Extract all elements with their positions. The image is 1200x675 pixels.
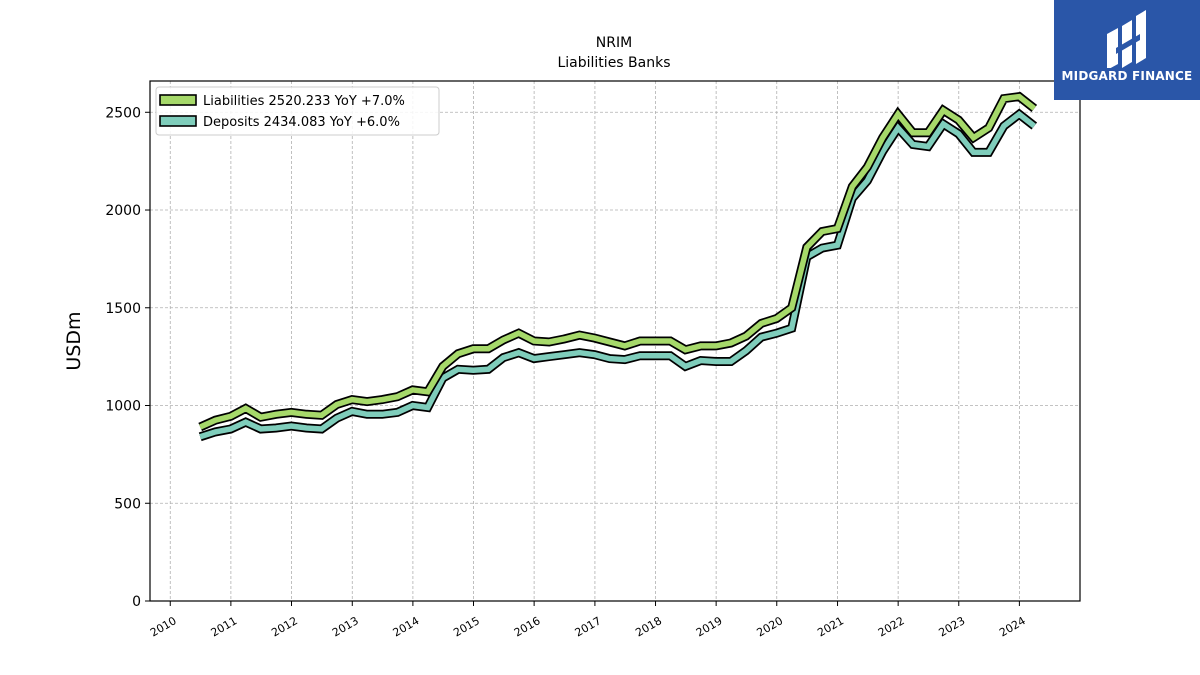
plot-frame bbox=[149, 80, 1081, 602]
series-outline-deposits bbox=[198, 108, 1038, 442]
series-line-deposits bbox=[199, 110, 1036, 440]
legend-swatch-deposits bbox=[159, 115, 197, 127]
brand-logo: MIDGARD FINANCE bbox=[1054, 0, 1200, 100]
x-tick-label: 2012 bbox=[269, 614, 300, 639]
x-tick-label: 2017 bbox=[573, 614, 604, 639]
x-tick-label: 2010 bbox=[148, 614, 179, 639]
x-tick-label: 2016 bbox=[512, 614, 543, 639]
legend-swatch-liabilities bbox=[159, 94, 197, 106]
y-axis-label: USDm bbox=[63, 311, 85, 370]
y-tick-label: 500 bbox=[114, 496, 141, 512]
x-tick-label: 2019 bbox=[694, 614, 725, 639]
axis-layer: 0 500 1000 1500 2000 2500 2010 2011 2012 2013 2014… bbox=[105, 105, 1028, 639]
midgard-finance-logo-icon bbox=[1107, 10, 1146, 68]
x-tick-label: 2021 bbox=[815, 614, 846, 639]
y-tick-label: 1000 bbox=[105, 399, 141, 415]
y-tick-label: 2500 bbox=[105, 105, 141, 121]
y-tick-label: 0 bbox=[132, 594, 141, 610]
x-tick-label: 2013 bbox=[330, 614, 361, 639]
series-layer bbox=[198, 91, 1038, 442]
legend-label-deposits: Deposits 2434.083 YoY +6.0% bbox=[203, 115, 400, 130]
x-tick-label: 2011 bbox=[209, 614, 240, 639]
legend-box bbox=[155, 86, 440, 136]
y-tick-label: 2000 bbox=[105, 203, 141, 219]
x-tick-label: 2018 bbox=[633, 614, 664, 639]
x-tick-label: 2023 bbox=[937, 614, 968, 639]
chart-subtitle: Liabilities Banks bbox=[557, 55, 670, 71]
x-tick-label: 2015 bbox=[451, 614, 482, 639]
x-tick-label: 2020 bbox=[755, 614, 786, 639]
chart-title: NRIM bbox=[596, 35, 632, 51]
series-line-liabilities bbox=[199, 93, 1036, 430]
x-tick-label: 2024 bbox=[997, 614, 1028, 639]
x-tick-label: 2014 bbox=[391, 614, 422, 639]
x-tick-label: 2022 bbox=[876, 614, 907, 639]
legend-label-liabilities: Liabilities 2520.233 YoY +7.0% bbox=[203, 94, 405, 109]
legend: Liabilities 2520.233 YoY +7.0% Deposits 2… bbox=[155, 86, 440, 136]
y-tick-label: 1500 bbox=[105, 301, 141, 317]
brand-name: MIDGARD FINANCE bbox=[1061, 69, 1193, 83]
